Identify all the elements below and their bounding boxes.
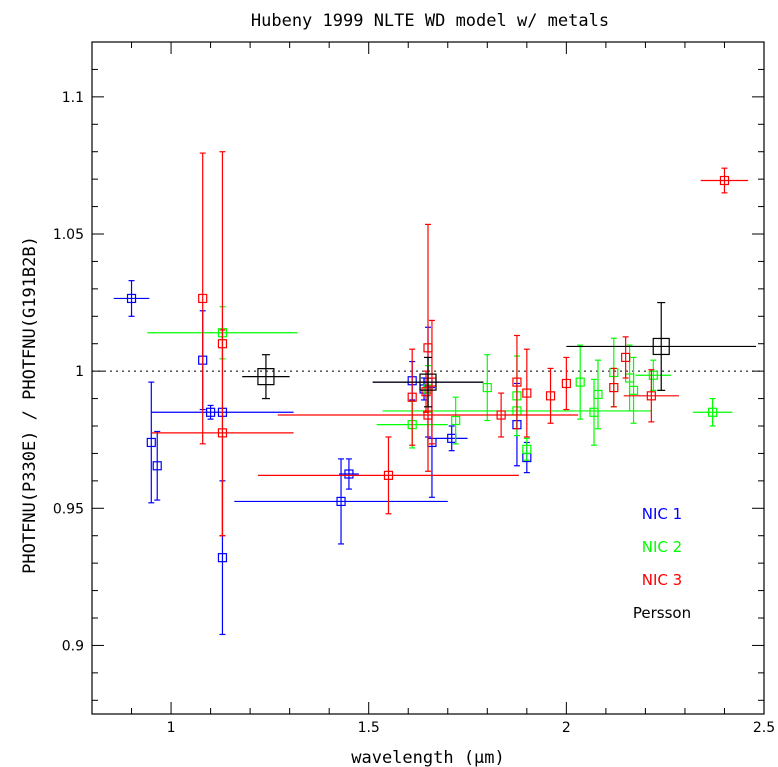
square-marker [344, 469, 354, 479]
y-tick-label: 0.95 [53, 501, 84, 517]
square-marker [621, 352, 631, 363]
data-point [692, 397, 733, 427]
plot-frame [91, 41, 765, 715]
square-marker [126, 293, 137, 304]
square-marker [146, 437, 156, 448]
legend-entry: NIC 3 [642, 571, 682, 589]
x-axis-label: wavelength (μm) [351, 748, 505, 767]
x-tick-label: 1 [167, 720, 176, 736]
series-nic-1 [113, 280, 532, 636]
y-axis-label: PHOTFNU(P330E) / PHOTFNU(G191B2B) [20, 236, 40, 574]
square-marker [609, 383, 619, 393]
chart-title: Hubeny 1999 NLTE WD model w/ metals [251, 11, 609, 31]
square-marker [512, 377, 522, 387]
data-point [152, 430, 162, 501]
square-marker [646, 391, 656, 401]
data-point [423, 223, 433, 472]
data-point [512, 334, 522, 430]
square-marker [217, 428, 228, 438]
data-point [609, 367, 619, 408]
square-marker [628, 385, 639, 395]
data-point [258, 436, 519, 515]
square-marker [648, 370, 658, 380]
square-marker [561, 378, 571, 389]
data-point [198, 152, 208, 445]
square-marker [383, 470, 394, 480]
square-marker [522, 444, 532, 454]
data-point [234, 458, 448, 545]
square-marker [198, 293, 208, 304]
axis-ticks: 1 1.5 2 2.5 0.9 0.95 1 1.05 1.1 [53, 41, 775, 736]
series-nic-3 [151, 151, 749, 537]
plot-area [91, 41, 765, 715]
data-point [635, 359, 672, 391]
data-layer [113, 151, 757, 636]
data-point [242, 354, 290, 400]
square-marker [407, 392, 417, 402]
data-point [575, 344, 585, 420]
data-point [621, 336, 631, 379]
square-marker [575, 377, 585, 387]
data-point [451, 396, 461, 445]
square-marker [593, 389, 603, 400]
legend: NIC 1 NIC 2 NIC 3 Persson [633, 505, 691, 622]
y-tick-label: 1 [75, 364, 84, 380]
data-point [623, 369, 680, 423]
data-point [339, 458, 359, 490]
square-marker [421, 387, 431, 397]
square-marker [419, 373, 437, 391]
data-point [482, 354, 492, 422]
data-point [146, 381, 156, 504]
square-marker [719, 175, 730, 186]
square-marker [152, 461, 162, 471]
square-marker [482, 383, 492, 393]
data-point [589, 378, 599, 446]
square-marker [708, 407, 718, 417]
data-point [522, 437, 532, 461]
square-marker [217, 553, 228, 563]
data-point [421, 370, 431, 413]
square-marker [522, 388, 532, 398]
data-point [113, 280, 150, 317]
data-point [496, 392, 506, 438]
series-persson [242, 301, 757, 408]
legend-entry: NIC 2 [642, 538, 682, 556]
data-point [435, 425, 468, 452]
y-tick-label: 1.1 [62, 90, 84, 106]
data-point [372, 356, 484, 408]
square-marker [336, 496, 346, 507]
data-point [277, 410, 579, 420]
y-tick-label: 0.9 [62, 638, 84, 654]
y-tick-label: 1.05 [53, 227, 84, 243]
square-marker [652, 337, 670, 356]
data-point [561, 356, 571, 411]
square-marker [451, 415, 461, 426]
square-marker [545, 391, 556, 401]
data-point [407, 348, 417, 446]
square-marker [423, 410, 433, 420]
data-point [628, 356, 639, 424]
data-point [566, 301, 757, 391]
x-tick-label: 2 [562, 720, 571, 736]
data-point [700, 167, 749, 194]
x-tick-label: 1.5 [358, 720, 380, 736]
data-point [545, 367, 556, 424]
legend-entry: Persson [633, 604, 691, 622]
data-point [522, 348, 532, 438]
data-point [593, 359, 603, 430]
square-marker [257, 368, 275, 386]
series-nic-2 [147, 306, 733, 461]
x-tick-label: 2.5 [753, 720, 775, 736]
square-marker [496, 410, 506, 420]
legend-entry: NIC 1 [642, 505, 682, 523]
data-point [151, 329, 294, 537]
